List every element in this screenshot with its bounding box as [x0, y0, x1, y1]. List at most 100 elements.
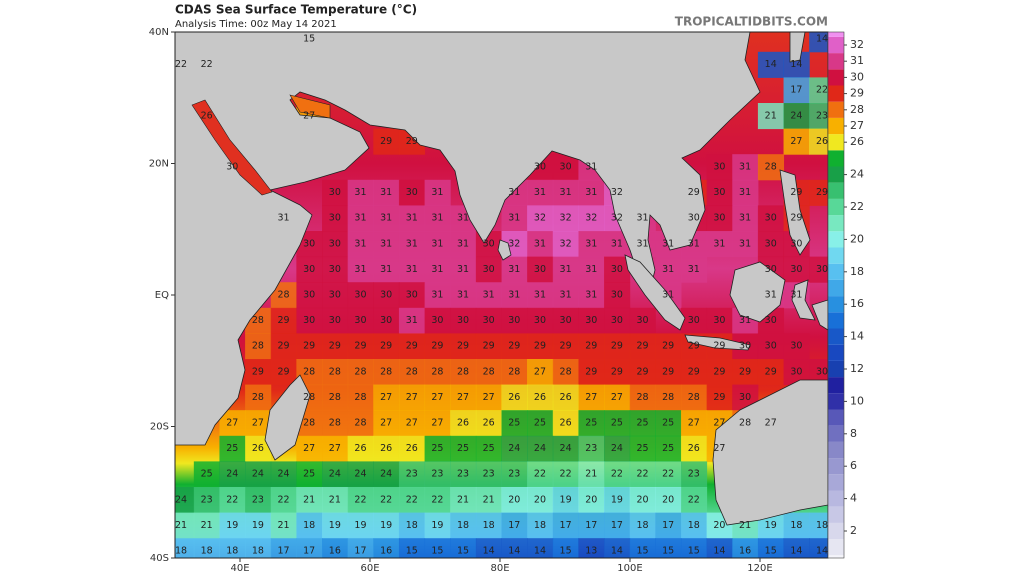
sst-cell: [604, 307, 631, 334]
sst-label: 14: [611, 546, 623, 557]
australia: [712, 379, 828, 526]
sst-label: 27: [611, 392, 623, 403]
sst-label: 23: [508, 469, 520, 480]
sst-cell: [501, 461, 528, 488]
sst-cell: [655, 435, 682, 462]
sst-cell: [527, 512, 554, 539]
lon-label: 40E: [230, 563, 249, 574]
sst-label: 20: [508, 494, 520, 505]
sst-cell: [398, 512, 426, 539]
sst-cell: [347, 359, 374, 386]
sst-label: 21: [739, 520, 751, 531]
sst-cell: [424, 538, 451, 558]
sst-label: 18: [790, 520, 802, 531]
sst-label: 28: [354, 366, 366, 377]
sst-cell: [578, 410, 605, 437]
sst-cell: [347, 307, 374, 334]
land: [175, 32, 828, 526]
sst-label: 30: [329, 315, 341, 326]
sst-cell: [193, 487, 220, 514]
lon-label: 80E: [490, 563, 509, 574]
sst-label: 22: [688, 494, 700, 505]
sst-cell: [552, 359, 579, 386]
sst-label: 17: [303, 546, 315, 557]
sst-label: 30: [406, 187, 418, 198]
sst-label: 22: [175, 59, 187, 70]
sst-label: 30: [790, 366, 802, 377]
sst-cell: [629, 461, 656, 488]
sst-label: 22: [662, 469, 674, 480]
sst-label: 27: [457, 392, 469, 403]
sst-label: 30: [226, 162, 238, 173]
sst-label: 29: [585, 341, 597, 352]
sst-label: 18: [816, 520, 828, 531]
sst-cell: [475, 384, 502, 411]
sst-cell: [501, 538, 528, 558]
sst-cell: [322, 538, 349, 558]
sst-label: 30: [354, 290, 366, 301]
sst-cell: [475, 410, 502, 437]
sst-label: 28: [739, 418, 751, 429]
colorbar-label: 20: [850, 232, 864, 245]
sst-cell: [424, 359, 451, 386]
sst-label: 22: [431, 494, 443, 505]
sst-label: 24: [380, 469, 392, 480]
sst-cell: [322, 333, 349, 360]
sst-label: 29: [406, 341, 418, 352]
sst-cell: [629, 410, 656, 437]
sst-cell: [450, 435, 477, 462]
colorbar-bin: [828, 377, 844, 394]
sst-label: 15: [457, 546, 469, 557]
sst-cell: [398, 333, 426, 360]
sst-label: 31: [380, 213, 392, 224]
sst-label: 18: [483, 520, 495, 531]
sst-label: 29: [303, 341, 315, 352]
sst-cell: [175, 512, 195, 539]
sst-cell: [578, 333, 605, 360]
sst-cell: [373, 410, 400, 437]
sst-label: 31: [431, 264, 443, 275]
sst-cell: [527, 179, 554, 206]
sst-cell: [193, 538, 220, 558]
sst-cell: [809, 103, 828, 130]
sst-label: 29: [329, 341, 341, 352]
sst-label: 26: [201, 110, 213, 121]
sst-label: 14: [483, 546, 495, 557]
sst-cell: [322, 512, 349, 539]
sst-cell: [450, 461, 477, 488]
sst-cell: [501, 359, 528, 386]
sst-label: 30: [739, 341, 751, 352]
sst-label: 24: [329, 469, 341, 480]
sst-cell: [809, 512, 828, 539]
sst-cell: [501, 282, 528, 309]
colorbar-bin: [828, 344, 844, 361]
sst-label: 31: [457, 238, 469, 249]
sst-label: 30: [688, 315, 700, 326]
sst-label: 24: [790, 110, 802, 121]
sst-cell: [245, 538, 272, 558]
colorbar-bin: [828, 409, 844, 426]
sst-cell: [629, 384, 656, 411]
sst-label: 15: [560, 546, 572, 557]
sst-cell: [629, 512, 656, 539]
sst-cell: [757, 333, 785, 360]
sst-cell: [347, 487, 374, 514]
sst-label: 31: [636, 238, 648, 249]
sst-cell: [475, 461, 502, 488]
sst-cell: [655, 512, 682, 539]
sst-cell: [475, 307, 502, 334]
colorbar-bin: [828, 36, 844, 54]
sst-label: 30: [816, 264, 828, 275]
colorbar-bin: [828, 101, 844, 118]
sst-cell: [424, 512, 451, 539]
sst-cell: [373, 512, 400, 539]
sst-label: 25: [483, 443, 495, 454]
sst-label: 24: [354, 469, 366, 480]
lat-label: 20S: [150, 422, 169, 433]
sst-cell: [680, 538, 708, 558]
colorbar-bin: [828, 490, 844, 507]
sst-label: 27: [406, 418, 418, 429]
sst-cell: [527, 461, 554, 488]
sst-label: 31: [457, 290, 469, 301]
sst-cell: [680, 359, 708, 386]
